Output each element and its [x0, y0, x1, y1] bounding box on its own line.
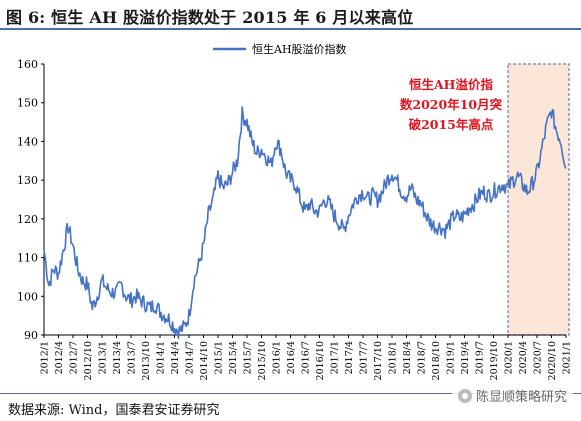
y-tick-label: 140 [17, 135, 38, 148]
x-tick-label: 2017/4 [344, 341, 355, 374]
x-tick-label: 2017/7 [359, 341, 370, 374]
y-tick-label: 150 [17, 97, 38, 110]
figure-title: 图 6: 恒生 AH 股溢价指数处于 2015 年 6 月以来高位 [6, 8, 414, 27]
highlight-region [507, 63, 570, 336]
x-tick-label: 2019/4 [460, 341, 471, 374]
x-tick-label: 2019/1 [446, 341, 457, 374]
x-tick-label: 2014/7 [185, 341, 196, 374]
x-tick-label: 2020/10 [547, 341, 558, 380]
x-tick-label: 2012/10 [83, 341, 94, 380]
line-chart: 90 100 110 120 130 140 150 160 2012/1 2012/4 2012/… [17, 42, 573, 380]
x-tick-label: 2016/10 [315, 341, 326, 380]
annotation-line: 恒生AH溢价指 [409, 77, 494, 92]
x-tick-label: 2020/7 [533, 341, 544, 374]
watermark-text: 陈显顺策略研究 [475, 390, 567, 405]
annotation-line: 破2015年高点 [409, 117, 494, 132]
x-tick-label: 2013/7 [127, 341, 138, 374]
x-tick-label: 2014/4 [170, 341, 181, 374]
x-tick-label: 2014/10 [199, 341, 210, 380]
x-tick-label: 2015/4 [228, 341, 239, 374]
x-tick-label: 2015/10 [257, 341, 268, 380]
x-tick-label: 2012/7 [69, 341, 80, 374]
x-tick-label: 2016/4 [286, 341, 297, 374]
legend-label: 恒生AH股溢价指数 [252, 42, 347, 56]
chart-area: 90 100 110 120 130 140 150 160 2012/1 2012/4 2012/… [0, 30, 581, 392]
x-tick-label: 2015/7 [243, 341, 254, 374]
x-tick-label: 2020/1 [504, 341, 515, 374]
x-tick-label: 2017/10 [373, 341, 384, 380]
x-tick-label: 2019/7 [475, 341, 486, 374]
x-tick-label: 2018/7 [417, 341, 428, 374]
x-tick-label: 2014/1 [156, 341, 167, 374]
x-tick-label: 2015/1 [214, 341, 225, 374]
y-tick-label: 100 [17, 290, 38, 303]
source-bar: 数据来源: Wind，国泰君安证券研究 陈显顺策略研究 [0, 384, 581, 421]
x-tick-label: 2018/10 [431, 341, 442, 380]
y-tick-label: 120 [17, 213, 38, 226]
source-note: 数据来源: Wind，国泰君安证券研究 [8, 403, 220, 418]
x-tick-label: 2021/1 [562, 341, 573, 374]
x-tick-label: 2012/1 [40, 341, 51, 374]
y-tick-label: 160 [17, 58, 38, 71]
wechat-icon [457, 388, 472, 403]
series-line-ah-premium [43, 106, 567, 340]
x-tick-label: 2013/1 [98, 341, 109, 374]
y-tick-label: 110 [17, 252, 38, 265]
x-tick-label: 2016/1 [272, 341, 283, 374]
x-tick-label: 2013/4 [112, 341, 123, 374]
x-tick-label: 2018/1 [388, 341, 399, 374]
watermark: 陈显顺策略研究 [451, 384, 573, 407]
x-tick-label: 2020/4 [518, 341, 529, 374]
figure-title-bar: 图 6: 恒生 AH 股溢价指数处于 2015 年 6 月以来高位 [0, 0, 581, 30]
x-tick-label: 2017/1 [330, 341, 341, 374]
x-tick-label: 2018/4 [402, 341, 413, 374]
x-tick-label: 2012/4 [54, 341, 65, 374]
x-tick-label: 2019/10 [489, 341, 500, 380]
annotation-line: 数2020年10月突 [399, 97, 503, 112]
y-tick-label: 90 [24, 329, 38, 342]
x-tick-label: 2016/7 [301, 341, 312, 374]
y-tick-label: 130 [17, 174, 38, 187]
x-tick-label: 2013/10 [141, 341, 152, 380]
